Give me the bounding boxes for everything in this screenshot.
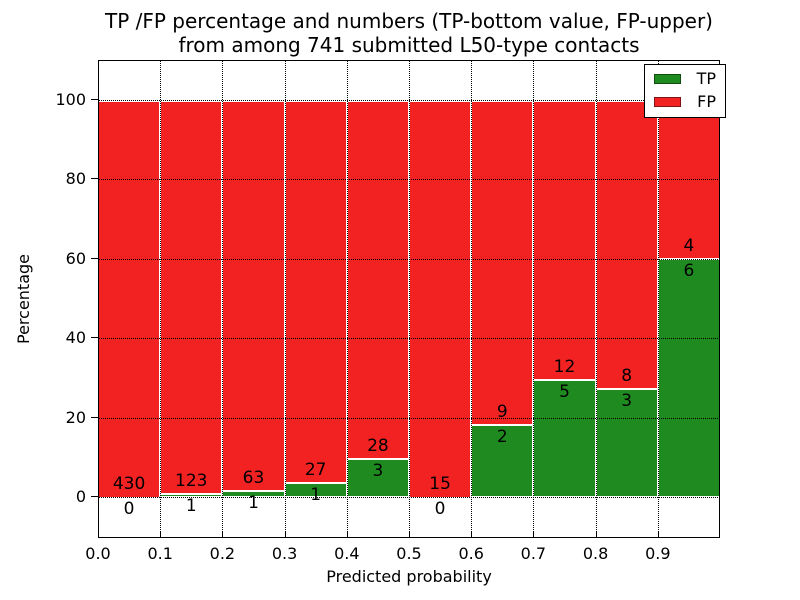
bar-bin bbox=[409, 100, 472, 497]
y-tick-mark bbox=[91, 496, 98, 497]
legend-entry-tp: TP bbox=[654, 71, 716, 87]
x-tick-label: 0.1 bbox=[147, 544, 173, 563]
bar-segment-tp bbox=[534, 379, 595, 496]
y-tick-label: 20 bbox=[65, 407, 86, 427]
x-tick-label: 0.6 bbox=[458, 544, 484, 563]
bar-segment-fp bbox=[596, 100, 657, 389]
legend-entry-fp: FP bbox=[654, 94, 716, 110]
x-tick-label: 0.3 bbox=[271, 544, 298, 563]
y-tick-label: 0 bbox=[75, 487, 86, 506]
y-tick-mark bbox=[91, 257, 98, 259]
bar-segment-fp bbox=[99, 100, 160, 497]
annotation-tp-count: 1 bbox=[185, 495, 197, 516]
x-tick-mark bbox=[284, 531, 286, 537]
chart-title-line2: from among 741 submitted L50-type contac… bbox=[178, 33, 640, 57]
grid-line-horizontal bbox=[98, 497, 720, 498]
bar-bin bbox=[222, 100, 285, 497]
y-tick-mark bbox=[91, 337, 98, 339]
bar-segment-tp bbox=[472, 423, 533, 496]
x-tick-label: 0.9 bbox=[645, 544, 671, 563]
bar-segment-fp bbox=[347, 100, 408, 459]
y-tick-mark bbox=[91, 99, 98, 100]
legend-swatch-tp bbox=[654, 74, 681, 84]
annotation-tp-count: 0 bbox=[123, 499, 135, 519]
bar-bin bbox=[160, 100, 223, 497]
bar-segment-fp bbox=[223, 100, 284, 491]
x-tick-label: 0.4 bbox=[334, 544, 360, 563]
bar-segment-fp bbox=[161, 100, 222, 494]
bar-segment-fp bbox=[410, 100, 471, 497]
x-tick-label: 0.5 bbox=[396, 544, 422, 563]
bar-bin bbox=[284, 100, 347, 497]
x-tick-mark bbox=[409, 531, 410, 537]
bar-bin bbox=[471, 100, 534, 497]
y-tick-label: 100 bbox=[55, 90, 86, 109]
y-tick-mark bbox=[91, 416, 98, 418]
bar-bin bbox=[98, 100, 161, 497]
x-tick-mark bbox=[160, 531, 162, 537]
bar-bin bbox=[595, 100, 658, 497]
bar-bin bbox=[657, 100, 720, 497]
y-tick-mark bbox=[91, 178, 98, 180]
y-tick-label: 60 bbox=[65, 248, 86, 268]
bar-segment-tp bbox=[658, 257, 719, 496]
x-tick-label: 0.2 bbox=[209, 544, 236, 563]
x-tick-mark bbox=[98, 531, 99, 537]
bar-segment-fp bbox=[534, 100, 595, 381]
annotation-tp-count: 0 bbox=[434, 499, 446, 519]
bar-bin bbox=[533, 100, 596, 497]
x-tick-mark bbox=[346, 531, 348, 537]
chart-title-line1: TP /FP percentage and numbers (TP-bottom… bbox=[105, 9, 713, 33]
bar-segment-fp bbox=[472, 100, 533, 425]
legend-label-fp: FP bbox=[697, 92, 716, 111]
bar-segment-tp bbox=[285, 481, 346, 496]
bar-segment-fp bbox=[658, 100, 719, 259]
x-tick-label: 0.7 bbox=[520, 544, 547, 563]
x-tick-label: 0.8 bbox=[582, 544, 609, 563]
legend: TP FP bbox=[644, 64, 726, 118]
y-tick-label: 80 bbox=[65, 169, 86, 189]
bar-bin bbox=[346, 100, 409, 497]
y-axis-label: Percentage bbox=[14, 254, 33, 345]
x-tick-mark bbox=[471, 531, 473, 537]
x-axis-label: Predicted probability bbox=[326, 567, 492, 586]
y-tick-label: 40 bbox=[65, 328, 86, 348]
x-tick-mark bbox=[222, 531, 224, 537]
bar-segment-tp bbox=[347, 457, 408, 496]
legend-label-tp: TP bbox=[696, 69, 716, 88]
bar-segment-tp bbox=[596, 387, 657, 496]
legend-swatch-fp bbox=[654, 97, 681, 107]
x-tick-mark bbox=[595, 531, 597, 537]
bar-segment-fp bbox=[285, 100, 346, 483]
plot-area: 430 0 123 1 63 1 27 1 28 3 15 0 9 2 12 5 8 3 4 6 bbox=[98, 60, 720, 538]
x-tick-label: 0.0 bbox=[85, 544, 111, 563]
bar-segment-tp bbox=[223, 489, 284, 496]
x-tick-mark bbox=[657, 531, 659, 537]
x-tick-mark bbox=[533, 531, 535, 537]
bar-segment-tp bbox=[161, 492, 222, 496]
